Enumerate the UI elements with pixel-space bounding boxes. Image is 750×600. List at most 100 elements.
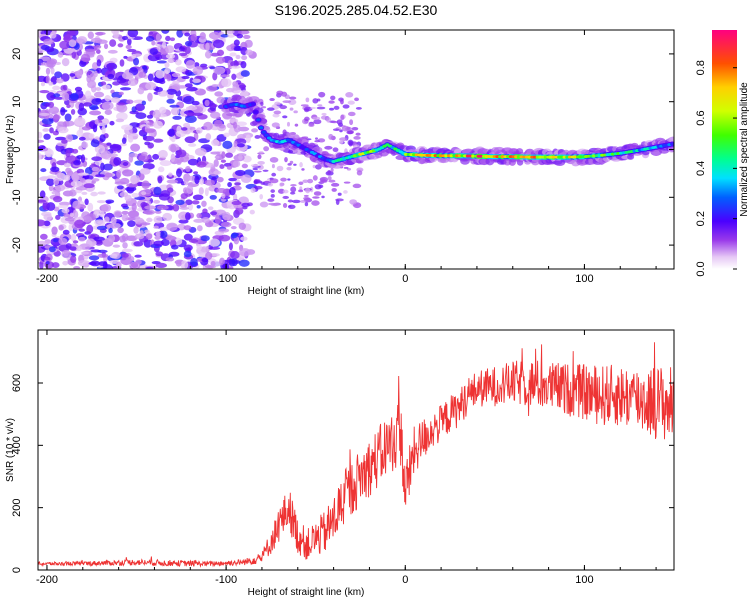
noise-blob xyxy=(237,30,250,35)
noise-blob xyxy=(216,176,224,183)
noise-blob xyxy=(122,161,129,166)
noise-blob xyxy=(291,199,301,204)
noise-blob xyxy=(147,142,155,149)
ridge-point xyxy=(264,133,269,137)
noise-blob xyxy=(188,175,197,181)
noise-blob xyxy=(332,128,340,132)
noise-blob xyxy=(94,119,99,125)
noise-blob xyxy=(95,87,102,91)
noise-blob xyxy=(183,95,195,105)
noise-blob xyxy=(155,251,164,257)
noise-blob xyxy=(102,77,110,81)
noise-blob xyxy=(236,143,245,148)
noise-blob xyxy=(114,181,126,185)
noise-blob xyxy=(128,152,138,158)
noise-blob xyxy=(78,228,85,232)
noise-blob xyxy=(342,104,350,109)
noise-blob xyxy=(144,205,157,210)
noise-blob xyxy=(96,200,106,204)
noise-blob xyxy=(164,67,171,75)
noise-blob xyxy=(165,45,175,54)
noise-blob xyxy=(190,257,198,267)
noise-blob xyxy=(146,217,153,223)
noise-blob xyxy=(186,185,194,195)
noise-blob xyxy=(38,219,46,227)
noise-blob xyxy=(119,142,127,147)
noise-blob xyxy=(116,103,128,113)
noise-blob xyxy=(185,106,198,111)
noise-blob xyxy=(155,262,168,269)
spectrogram-xlabel: Height of straight line (km) xyxy=(248,286,365,297)
noise-blob xyxy=(193,62,200,68)
noise-blob xyxy=(343,190,348,194)
noise-blob xyxy=(307,178,314,184)
noise-blob xyxy=(147,73,154,82)
noise-blob xyxy=(100,162,105,171)
noise-blob xyxy=(192,66,204,76)
noise-blob xyxy=(87,202,94,212)
noise-blob xyxy=(198,187,204,195)
noise-blob xyxy=(345,92,354,98)
noise-blob xyxy=(153,225,159,229)
noise-blob xyxy=(74,86,83,92)
noise-blob xyxy=(183,122,191,128)
noise-blob xyxy=(315,164,322,170)
noise-blob xyxy=(53,206,60,212)
noise-blob xyxy=(167,58,175,64)
noise-blob xyxy=(193,218,205,223)
spectrogram-xtick-label: -100 xyxy=(215,273,237,285)
noise-blob xyxy=(118,91,124,96)
noise-blob xyxy=(93,91,105,98)
noise-blob xyxy=(287,199,294,203)
ridge-point xyxy=(256,118,261,122)
noise-blob xyxy=(74,219,85,229)
noise-blob xyxy=(311,116,321,120)
spectrogram-xtick-label: 100 xyxy=(575,273,593,285)
noise-blob xyxy=(131,202,137,212)
noise-blob xyxy=(125,44,132,50)
noise-blob xyxy=(155,69,165,79)
noise-blob xyxy=(290,186,297,193)
noise-blob xyxy=(269,98,275,102)
noise-blob xyxy=(148,31,154,35)
noise-blob xyxy=(121,213,129,222)
noise-blob xyxy=(231,73,237,80)
noise-blob xyxy=(236,33,244,39)
noise-blob xyxy=(53,93,61,98)
noise-blob xyxy=(68,223,73,232)
noise-blob xyxy=(186,112,197,117)
noise-blob xyxy=(95,49,101,55)
noise-blob xyxy=(144,229,150,233)
noise-blob xyxy=(286,166,292,171)
noise-blob xyxy=(46,58,58,65)
noise-blob xyxy=(119,235,127,243)
noise-blob xyxy=(157,175,163,184)
noise-blob xyxy=(113,30,119,39)
noise-blob xyxy=(299,162,303,168)
noise-blob xyxy=(106,224,111,230)
noise-blob xyxy=(226,87,235,93)
noise-blob xyxy=(328,133,334,140)
snr-frame xyxy=(37,329,675,571)
noise-blob xyxy=(43,38,55,45)
noise-blob xyxy=(127,37,132,46)
spectrogram-marks xyxy=(38,30,674,269)
noise-blob xyxy=(70,92,79,101)
noise-blob xyxy=(253,180,263,184)
noise-blob xyxy=(210,151,221,155)
noise-blob xyxy=(76,129,84,138)
noise-blob xyxy=(125,235,138,242)
noise-blob xyxy=(210,111,221,119)
noise-blob xyxy=(45,178,55,186)
noise-blob xyxy=(216,96,226,104)
noise-blob xyxy=(288,99,297,105)
noise-blob xyxy=(86,224,94,234)
noise-blob xyxy=(304,116,310,122)
noise-blob xyxy=(221,151,226,159)
noise-blob xyxy=(166,187,174,193)
noise-blob xyxy=(141,180,150,189)
noise-blob xyxy=(140,222,151,226)
noise-blob xyxy=(38,139,45,143)
noise-blob xyxy=(175,66,187,73)
noise-blob xyxy=(250,187,256,194)
